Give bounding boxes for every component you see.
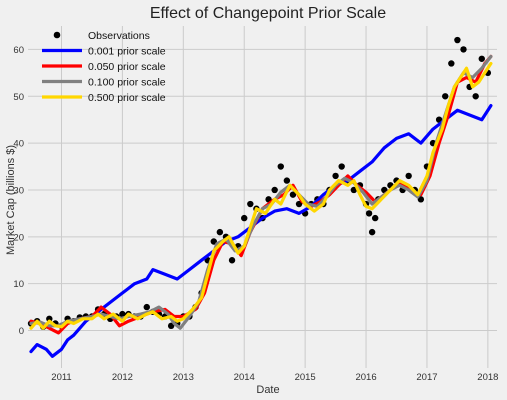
observation-point [472,93,479,100]
observation-point [216,228,224,236]
y-axis-label: Market Cap (billions $) [5,145,17,255]
series-layer [27,36,493,358]
y-ticks: 0 10 20 30 40 50 60 [13,45,24,337]
observation-point [368,228,376,236]
x-tick-label: 2012 [112,372,133,383]
observation-point [460,46,467,53]
y-tick-label: 10 [13,279,24,290]
observation-point [365,210,373,217]
x-tick-label: 2016 [355,372,376,383]
observation-point [454,36,461,44]
x-ticks: 2011 2012 2013 2014 2015 2016 2017 2018 [51,372,498,383]
x-tick-label: 2011 [51,372,71,383]
legend-label-1: 0.001 prior scale [88,46,166,58]
observation-point [332,172,339,180]
y-tick-label: 60 [13,45,24,56]
series-line-3 [29,54,493,330]
observation-point [277,163,284,170]
observation-point [46,315,53,323]
observation-point [283,177,291,184]
observation-point [371,214,379,222]
observation-point [247,200,254,208]
observation-point [241,214,248,222]
series-line-4 [29,61,493,330]
legend-marker-observations [53,31,61,39]
chart-title: Effect of Changepoint Prior Scale [150,5,386,22]
y-tick-label: 50 [13,92,24,103]
observation-point [228,257,236,264]
observation-point [119,310,126,318]
observation-point [442,93,449,100]
x-tick-label: 2017 [416,372,437,383]
observation-point [417,196,425,203]
x-tick-label: 2015 [295,372,316,383]
observation-point [289,191,297,198]
observation-point [478,55,485,62]
observation-point [295,200,303,208]
observation-point [271,186,278,194]
observation-point [143,303,150,311]
x-axis-label: Date [256,384,279,396]
y-tick-label: 40 [13,139,24,150]
legend: Observations 0.001 prior scale 0.050 prior… [42,30,166,104]
y-tick-label: 30 [13,185,24,196]
observation-point [167,322,175,330]
legend-label-3: 0.100 prior scale [88,77,166,89]
observation-point [338,163,345,170]
observation-point [405,172,412,180]
legend-label-2: 0.050 prior scale [88,61,166,73]
x-tick-label: 2013 [173,372,194,383]
y-tick-label: 20 [13,232,24,243]
series-line-1 [29,103,493,358]
x-tick-label: 2018 [477,372,498,383]
x-tick-label: 2014 [234,372,255,383]
observation-point [350,186,358,194]
y-tick-label: 0 [19,326,24,337]
legend-label-4: 0.500 prior scale [88,92,166,104]
observation-point [448,60,455,67]
legend-label-observations: Observations [88,30,150,42]
